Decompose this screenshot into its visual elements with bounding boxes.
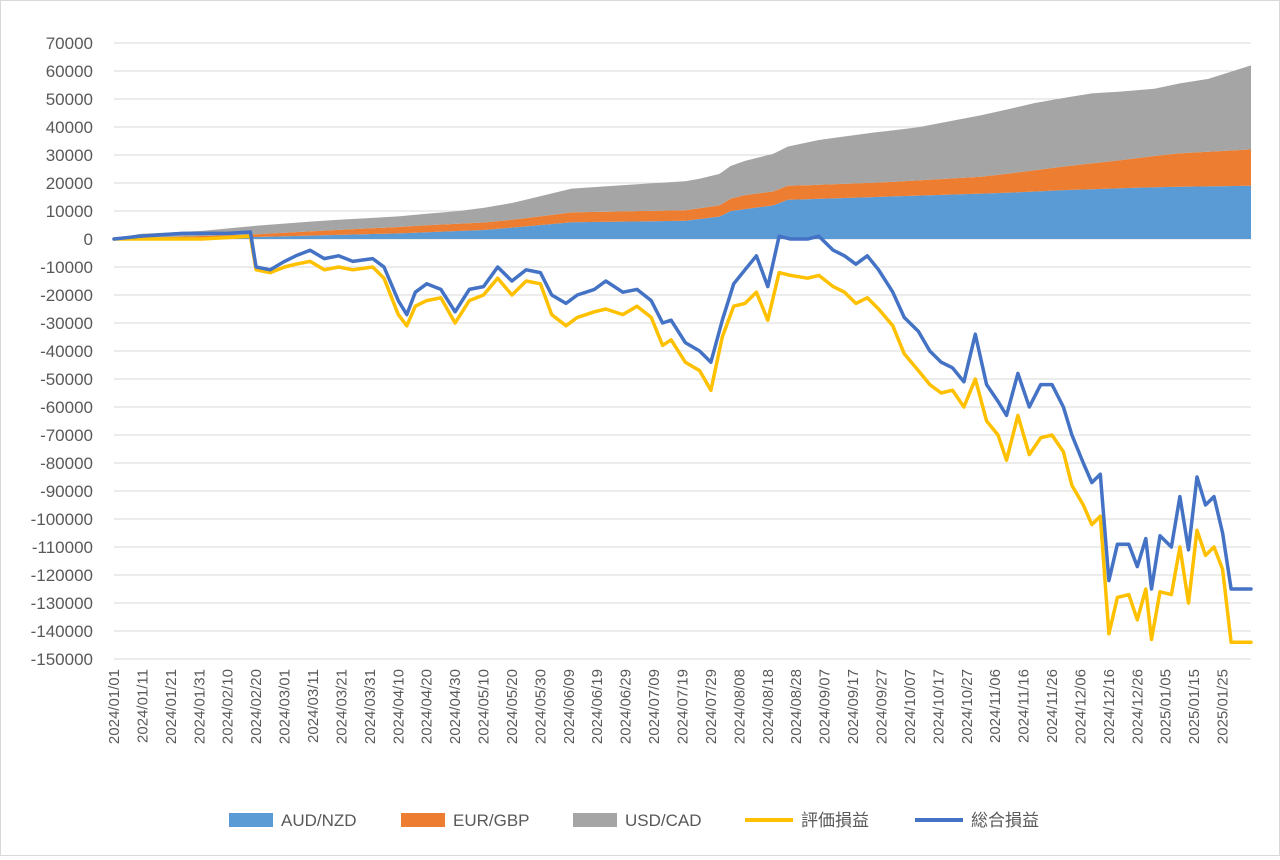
area-series-aud-nzd (114, 185, 1251, 239)
x-tick-label: 2024/12/06 (1072, 669, 1089, 744)
y-tick-label: -60000 (40, 398, 93, 417)
x-axis: 2024/01/01 2024/01/11 2024/01/21 2024/01/31… (106, 669, 1232, 744)
y-tick-label: 0 (84, 230, 93, 249)
x-tick-label: 2024/04/20 (419, 669, 436, 744)
y-tick-label: 10000 (46, 202, 93, 221)
y-tick-label: -90000 (40, 482, 93, 501)
y-tick-label: -10000 (40, 258, 93, 277)
legend-swatch (573, 813, 617, 827)
y-tick-label: 20000 (46, 174, 93, 193)
legend-item: EUR/GBP (401, 811, 530, 830)
y-tick-label: 40000 (46, 118, 93, 137)
x-tick-label: 2024/03/21 (333, 669, 350, 744)
legend-swatch (229, 813, 273, 827)
x-tick-label: 2024/11/16 (1016, 669, 1033, 743)
legend-item: 総合損益 (915, 811, 1039, 830)
x-tick-label: 2025/01/25 (1215, 669, 1232, 744)
x-tick-label: 2024/08/08 (731, 669, 748, 744)
x-tick-label: 2024/03/31 (362, 669, 379, 744)
x-tick-label: 2024/01/21 (163, 669, 180, 744)
y-tick-label: -140000 (31, 622, 93, 641)
y-tick-label: -130000 (31, 594, 93, 613)
x-tick-label: 2024/11/26 (1044, 669, 1061, 743)
y-tick-label: -70000 (40, 426, 93, 445)
legend-label: EUR/GBP (453, 811, 530, 830)
x-tick-label: 2024/04/30 (447, 669, 464, 744)
y-tick-label: 70000 (46, 34, 93, 53)
x-tick-label: 2024/09/17 (845, 669, 862, 744)
legend-item: 評価損益 (745, 811, 869, 830)
legend-item: AUD/NZD (229, 811, 357, 830)
x-tick-label: 2024/05/30 (532, 669, 549, 744)
y-tick-label: -50000 (40, 370, 93, 389)
x-tick-label: 2024/02/10 (220, 669, 237, 744)
x-tick-label: 2024/04/10 (390, 669, 407, 744)
x-tick-label: 2024/06/09 (561, 669, 578, 744)
x-tick-label: 2024/07/09 (646, 669, 663, 744)
x-tick-label: 2024/07/29 (703, 669, 720, 744)
x-tick-label: 2024/10/07 (902, 669, 919, 744)
y-tick-label: 30000 (46, 146, 93, 165)
x-tick-label: 2024/03/11 (305, 669, 322, 743)
x-tick-label: 2024/06/19 (589, 669, 606, 744)
x-tick-label: 2024/01/31 (191, 669, 208, 744)
x-tick-label: 2025/01/15 (1186, 669, 1203, 744)
stacked-areas (114, 65, 1251, 240)
x-tick-label: 2024/08/18 (760, 669, 777, 744)
x-tick-label: 2024/12/26 (1129, 669, 1146, 744)
legend-label: AUD/NZD (281, 811, 357, 830)
y-tick-label: -40000 (40, 342, 93, 361)
line-series-sogo-soneki (112, 230, 1253, 591)
legend-label: USD/CAD (625, 811, 702, 830)
x-tick-label: 2024/03/01 (277, 669, 294, 744)
x-tick-label: 2024/12/16 (1101, 669, 1118, 744)
y-tick-label: 50000 (46, 90, 93, 109)
x-tick-label: 2024/07/19 (675, 669, 692, 744)
x-tick-label: 2024/06/29 (618, 669, 635, 744)
y-tick-label: -110000 (32, 538, 93, 557)
y-tick-label: -20000 (40, 286, 93, 305)
x-tick-label: 2024/01/01 (106, 669, 123, 744)
legend-label: 評価損益 (801, 811, 869, 830)
area-series-usd-cad (114, 65, 1251, 240)
x-tick-label: 2024/05/10 (476, 669, 493, 744)
x-tick-label: 2024/05/20 (504, 669, 521, 744)
legend-label: 総合損益 (971, 811, 1039, 830)
x-tick-label: 2024/01/11 (134, 669, 151, 743)
x-tick-label: 2025/01/05 (1158, 669, 1175, 744)
x-tick-label: 2024/11/06 (987, 669, 1004, 743)
x-tick-label: 2024/08/28 (788, 669, 805, 744)
x-tick-label: 2024/09/27 (873, 669, 890, 744)
y-tick-label: -80000 (40, 454, 93, 473)
line-series (112, 230, 1253, 644)
y-tick-label: -120000 (31, 566, 93, 585)
x-tick-label: 2024/02/20 (248, 669, 265, 744)
y-axis: 70000 60000 50000 40000 30000 20000 10000 0 -100… (31, 34, 93, 669)
legend: AUD/NZD EUR/GBP USD/CAD 評価損益 総合損益 (229, 811, 1039, 830)
legend-swatch (401, 813, 445, 827)
x-tick-label: 2024/10/27 (959, 669, 976, 744)
area-series-eur-gbp (114, 149, 1251, 239)
x-tick-label: 2024/09/07 (817, 669, 834, 744)
line-series-hyoka-soneki (112, 234, 1253, 644)
y-tick-label: 60000 (46, 62, 93, 81)
y-tick-label: -150000 (31, 650, 93, 669)
x-tick-label: 2024/10/17 (930, 669, 947, 744)
legend-item: USD/CAD (573, 811, 702, 830)
y-tick-label: -100000 (31, 510, 93, 529)
y-tick-label: -30000 (40, 314, 93, 333)
